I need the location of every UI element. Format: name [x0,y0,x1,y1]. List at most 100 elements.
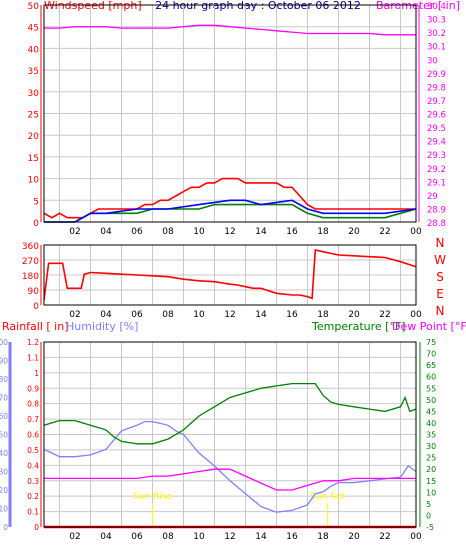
temperature-tick-label: 5 [426,500,431,509]
windspeed-series-line [43,177,416,219]
humidity-tick-label: 90 [0,357,8,366]
x-tick-label: 22 [379,227,390,237]
barometer-tick-label: 30.4 [427,2,446,12]
windspeed-tick-label: 10 [28,176,40,186]
rainfall-tick-label: 0.9 [27,384,39,393]
compass-label: E [436,287,444,301]
rainfall-tick-label: 0.3 [27,477,39,486]
rainfall-tick-label: 1.1 [27,353,39,362]
rainfall-tick-label: 0.7 [27,415,39,424]
humidity-tick-label: 20 [0,486,8,495]
x-tick-label: 14 [255,227,267,237]
x-tick-label: 14 [255,310,267,320]
x-tick-label: 18 [317,227,329,237]
compass-label: N [436,304,445,318]
direction-tick-label: 270 [22,257,39,267]
compass-label: W [434,253,446,267]
barometer-tick-label: 29.6 [427,111,446,121]
x-tick-label: 22 [379,310,390,320]
sunrise-label: Sun Rise [133,492,172,502]
barometer-tick-label: 30.2 [427,29,446,39]
x-tick-label: 04 [100,227,112,237]
x-tick-label: 20 [348,227,360,237]
windspeed-tick-label: 40 [28,45,40,55]
temperature-tick-label: 10 [426,488,436,497]
barometer-tick-label: 29.7 [427,97,446,107]
windspeed-tick-label: 15 [28,154,39,164]
x-tick-label: 00 [410,310,422,320]
x-tick-label: 02 [69,310,80,320]
windspeed-axis-title: Windspeed [mph] [44,0,142,12]
windspeed-tick-label: 5 [33,197,39,207]
x-tick-label: 00 [410,532,422,542]
rainfall-tick-label: 0 [34,523,39,532]
temperature-tick-label: 50 [426,396,436,405]
humidity-axis-title: Humidity [%] [66,320,138,333]
temperature-tick-label: 65 [426,361,436,370]
temperature-tick-label: 25 [426,454,436,463]
direction-tick-label: 360 [22,242,39,252]
compass-label: N [436,236,445,250]
x-tick-label: 16 [286,227,298,237]
barometer-axis-title: Barometer [ in] [376,0,460,12]
temperature-tick-label: 20 [426,465,436,474]
x-tick-label: 06 [131,310,143,320]
x-tick-label: 12 [224,227,235,237]
x-tick-label: 04 [100,532,112,542]
x-tick-label: 00 [410,227,422,237]
rainfall-tick-label: 1.2 [27,338,39,347]
x-tick-label: 18 [317,310,329,320]
x-tick-label: 02 [69,532,80,542]
barometer-tick-label: 29.5 [427,124,446,134]
x-tick-label: 10 [193,227,205,237]
x-tick-label: 22 [379,532,390,542]
temperature-tick-label: 40 [426,419,436,428]
rainfall-axis-title: Rainfall [ in] [2,320,69,333]
wind-panel-frame [43,4,417,223]
rainfall-tick-label: 0.5 [27,446,39,455]
x-tick-label: 12 [224,310,235,320]
rainfall-tick-label: 0.6 [27,431,39,440]
rainfall-tick-label: 0.2 [27,492,39,501]
x-tick-label: 20 [348,310,360,320]
direction-panel-frame [43,244,417,306]
windspeed-tick-label: 45 [28,24,39,34]
temperature-tick-label: 55 [426,384,436,393]
direction-tick-label: 180 [22,272,39,282]
barometer-series-line [44,24,416,36]
x-tick-label: 10 [193,532,205,542]
windspeed-tick-label: 35 [28,67,39,77]
temperature-tick-label: 30 [426,442,436,451]
temperature-tick-label: 60 [426,373,436,382]
x-tick-label: 20 [348,532,360,542]
barometer-tick-label: 29.9 [427,70,446,80]
x-tick-label: 08 [162,310,174,320]
chart-title: 24 hour graph day : October 06 2012 [155,0,361,12]
average-wind-series-line [44,199,417,223]
x-tick-label: 14 [255,532,267,542]
rainfall-tick-label: 0.8 [27,400,39,409]
windspeed-tick-label: 25 [28,111,39,121]
barometer-tick-label: 30.3 [427,16,446,26]
barometer-tick-label: 29.8 [427,83,446,93]
temperature-series-line [43,382,417,445]
compass-label: S [436,270,444,284]
humidity-tick-label: 60 [0,412,8,421]
rainfall-tick-label: 0.1 [27,508,39,517]
x-tick-label: 18 [317,532,329,542]
dewpoint-axis-title: Dew Point [°F] [392,320,466,333]
x-tick-label: 10 [193,310,205,320]
direction-tick-label: 0 [33,302,39,312]
humidity-series-line [43,420,417,513]
wind-direction-series-line [43,249,417,301]
rainfall-tick-label: 0.4 [27,461,39,470]
x-tick-label: 16 [286,532,298,542]
windspeed-tick-label: 50 [28,2,40,12]
humidity-tick-label: 100 [0,338,8,347]
x-tick-label: 06 [131,227,143,237]
x-tick-label: 02 [69,227,80,237]
climate-panel-frame [43,341,417,528]
temperature-axis-title: Temperature [°F] [311,320,406,333]
